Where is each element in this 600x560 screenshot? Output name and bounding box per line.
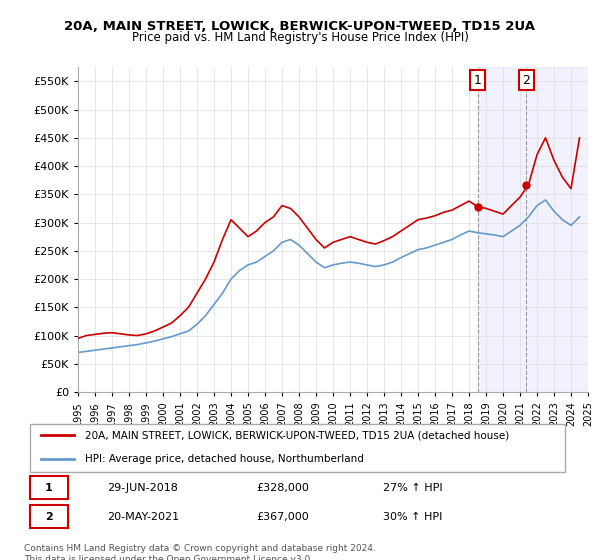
FancyBboxPatch shape bbox=[29, 477, 68, 499]
Text: 2: 2 bbox=[45, 512, 53, 522]
Bar bbox=[478, 67, 588, 392]
Text: £328,000: £328,000 bbox=[256, 483, 309, 493]
Text: 2: 2 bbox=[523, 74, 530, 87]
Text: £367,000: £367,000 bbox=[256, 512, 308, 522]
Text: Price paid vs. HM Land Registry's House Price Index (HPI): Price paid vs. HM Land Registry's House … bbox=[131, 31, 469, 44]
Text: Contains HM Land Registry data © Crown copyright and database right 2024.
This d: Contains HM Land Registry data © Crown c… bbox=[24, 544, 376, 560]
Text: 27% ↑ HPI: 27% ↑ HPI bbox=[383, 483, 442, 493]
FancyBboxPatch shape bbox=[29, 505, 68, 528]
Text: 1: 1 bbox=[45, 483, 53, 493]
Text: 20-MAY-2021: 20-MAY-2021 bbox=[107, 512, 179, 522]
Text: 1: 1 bbox=[473, 74, 481, 87]
Text: 30% ↑ HPI: 30% ↑ HPI bbox=[383, 512, 442, 522]
FancyBboxPatch shape bbox=[29, 424, 565, 472]
Text: 29-JUN-2018: 29-JUN-2018 bbox=[107, 483, 178, 493]
Text: 20A, MAIN STREET, LOWICK, BERWICK-UPON-TWEED, TD15 2UA (detached house): 20A, MAIN STREET, LOWICK, BERWICK-UPON-T… bbox=[85, 431, 509, 440]
Text: 20A, MAIN STREET, LOWICK, BERWICK-UPON-TWEED, TD15 2UA: 20A, MAIN STREET, LOWICK, BERWICK-UPON-T… bbox=[65, 20, 536, 32]
Text: HPI: Average price, detached house, Northumberland: HPI: Average price, detached house, Nort… bbox=[85, 454, 364, 464]
